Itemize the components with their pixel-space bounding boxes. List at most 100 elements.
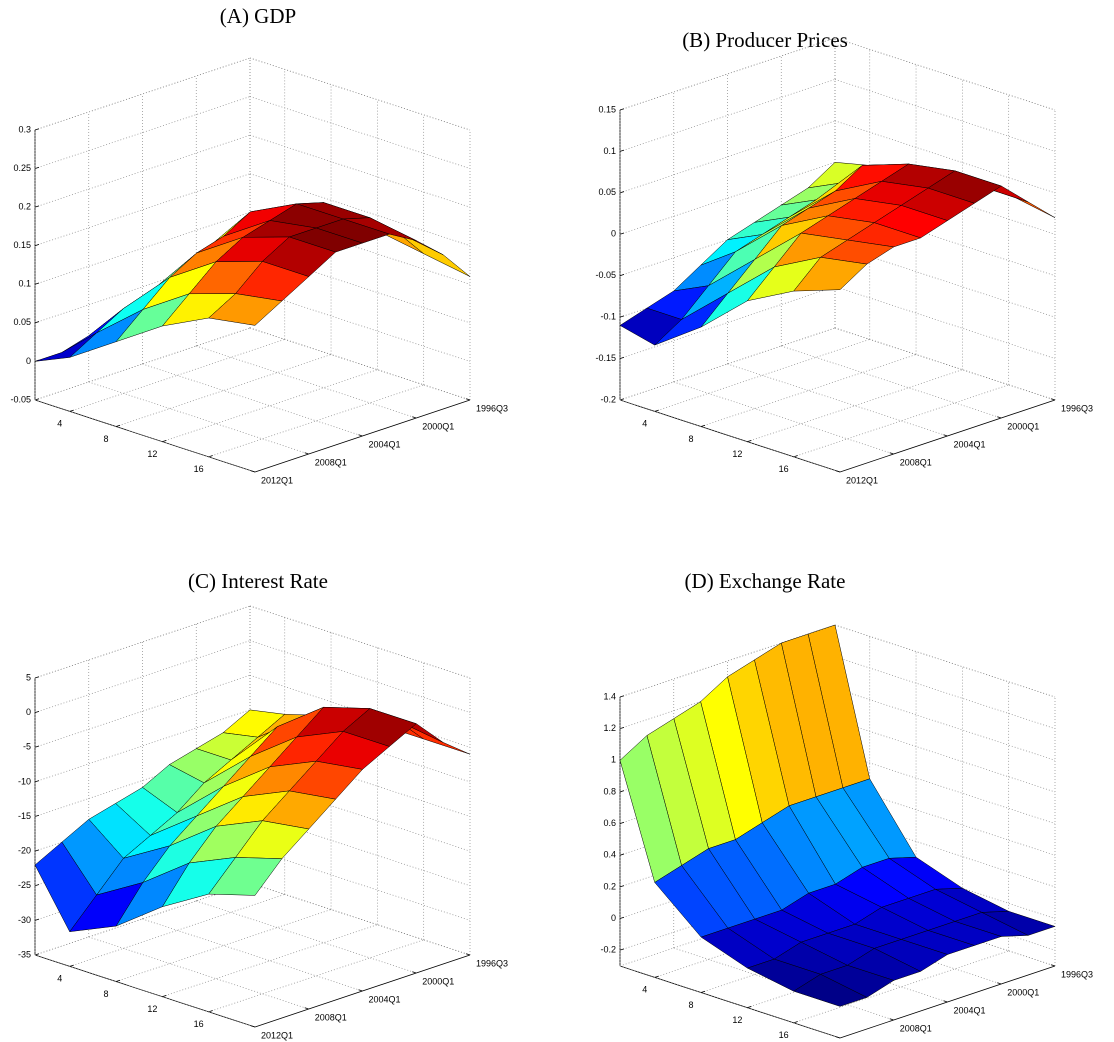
grid-line — [249, 57, 471, 131]
z-tick-label: 0 — [26, 707, 31, 717]
z-tick-label: 1 — [611, 755, 616, 765]
x-tick-label: 8 — [689, 1000, 694, 1010]
z-tick-label: 0.15 — [598, 104, 616, 114]
y-tick — [997, 416, 1002, 419]
x-tick — [208, 455, 213, 458]
grid-line — [834, 79, 1056, 152]
x-tick — [162, 440, 167, 443]
x-tick-label: 4 — [642, 985, 647, 995]
z-tick-label: 0.1 — [18, 279, 31, 289]
x-tick-label: 12 — [732, 1015, 742, 1025]
grid-line — [834, 244, 1056, 318]
y-tick-label: 2012Q1 — [261, 475, 293, 485]
z-tick-label: 0.8 — [603, 786, 616, 796]
z-tick-label: -10 — [18, 776, 31, 786]
z-tick-label: -0.05 — [10, 394, 31, 404]
grid-line — [249, 848, 471, 921]
z-tick-label: 5 — [26, 672, 31, 682]
z-tick-label: 0.2 — [603, 881, 616, 891]
grid-line — [727, 929, 948, 1003]
x-tick-label: 4 — [57, 419, 62, 429]
box-edge — [34, 954, 256, 1028]
grid-line — [162, 924, 378, 998]
grid-line — [834, 327, 1056, 401]
z-tick-label: 0.3 — [18, 124, 31, 134]
z-tick-label: 0 — [26, 356, 31, 366]
grid-line — [249, 250, 471, 324]
z-tick-label: -0.05 — [595, 270, 616, 280]
grid-line — [249, 605, 471, 679]
y-tick — [835, 1036, 841, 1039]
grid-line — [834, 782, 1056, 856]
panel-title: (D) Exchange Rate — [685, 569, 846, 593]
z-tick — [34, 884, 40, 887]
z-tick — [34, 282, 40, 285]
z-tick-label: 0 — [611, 229, 616, 239]
grid-line — [88, 936, 309, 1010]
grid-line — [834, 814, 1056, 888]
z-tick — [34, 321, 40, 324]
z-tick-label: 1.4 — [603, 691, 616, 701]
x-tick-label: 4 — [642, 419, 647, 429]
box-edge — [34, 399, 256, 473]
z-tick — [619, 232, 625, 235]
x-tick — [654, 409, 659, 412]
x-tick — [700, 990, 706, 993]
grid-line — [619, 399, 841, 473]
x-tick — [747, 440, 752, 443]
grid-line — [142, 918, 363, 992]
z-tick — [619, 726, 625, 730]
y-tick — [412, 971, 417, 974]
z-tick — [34, 780, 40, 783]
z-tick — [34, 814, 40, 817]
x-tick — [162, 995, 167, 998]
x-tick-label: 12 — [732, 449, 742, 459]
surface-patch — [793, 974, 868, 1007]
grid-line — [115, 354, 332, 427]
grid-line — [249, 882, 471, 956]
z-tick — [34, 918, 40, 921]
z-tick — [619, 356, 625, 359]
y-tick — [304, 452, 309, 455]
box-edge — [249, 327, 471, 401]
z-tick — [619, 948, 625, 951]
grid-line — [196, 345, 417, 419]
grid-line — [249, 882, 471, 956]
grid-line — [834, 286, 1056, 359]
x-tick — [654, 975, 659, 978]
x-tick-label: 8 — [104, 434, 109, 444]
grid-line — [249, 778, 471, 852]
z-tick-label: -0.15 — [595, 353, 616, 363]
box-edge — [619, 399, 841, 473]
z-tick — [34, 676, 40, 679]
z-tick — [34, 745, 40, 748]
x-tick-label: 16 — [194, 1019, 204, 1029]
z-tick-label: -15 — [18, 811, 31, 821]
x-tick — [793, 1021, 798, 1024]
y-tick — [465, 398, 471, 401]
y-tick — [250, 1025, 256, 1028]
x-tick — [69, 409, 74, 412]
y-tick — [1050, 964, 1056, 967]
y-tick — [465, 953, 471, 956]
z-tick-label: -0.1 — [600, 312, 616, 322]
y-tick — [889, 452, 894, 455]
y-tick-label: 2012Q1 — [261, 1030, 293, 1040]
x-tick — [69, 964, 74, 967]
z-tick-label: 0.4 — [603, 850, 616, 860]
grid-line — [834, 719, 1056, 793]
grid-line — [834, 893, 1056, 967]
y-tick-label: 2004Q1 — [369, 994, 401, 1004]
x-tick — [700, 424, 706, 427]
y-tick — [304, 1007, 309, 1010]
x-tick-label: 12 — [147, 1004, 157, 1014]
grid-line — [834, 687, 1056, 761]
grid-line — [834, 656, 1056, 729]
grid-line — [249, 813, 471, 887]
grid-line — [249, 327, 471, 401]
x-tick-label: 12 — [147, 449, 157, 459]
grid-line — [834, 327, 1056, 401]
z-tick-label: 0.1 — [603, 146, 616, 156]
z-tick-label: 0.05 — [13, 317, 31, 327]
